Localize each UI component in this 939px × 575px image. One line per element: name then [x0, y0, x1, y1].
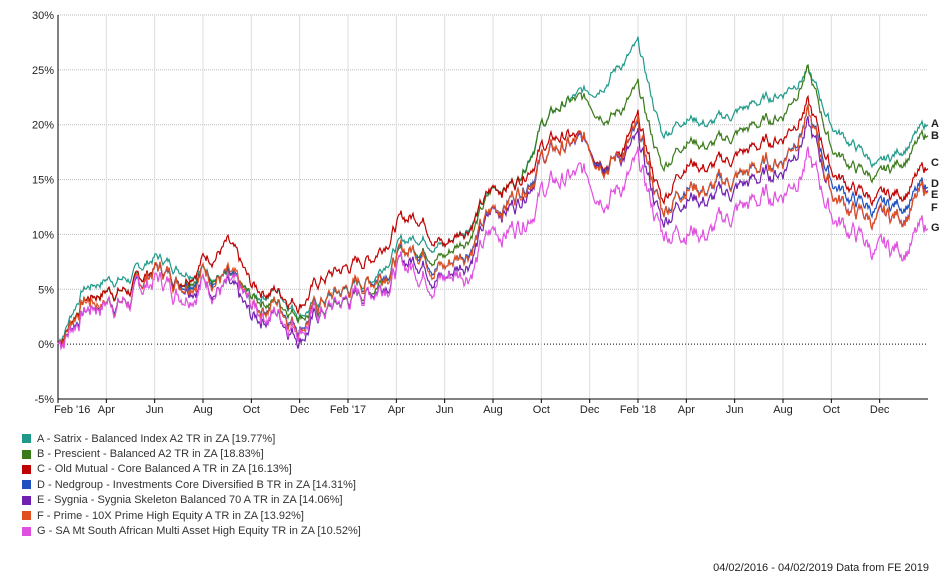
x-tick-label: Jun — [436, 404, 454, 416]
legend-item: D - Nedgroup - Investments Core Diversif… — [22, 477, 361, 492]
y-tick-label: 10% — [32, 229, 54, 241]
x-tick-label: Apr — [388, 404, 405, 416]
x-tick-label: Feb '18 — [620, 404, 656, 416]
legend-item: F - Prime - 10X Prime High Equity A TR i… — [22, 508, 361, 523]
legend-item: G - SA Mt South African Multi Asset High… — [22, 523, 361, 538]
footer-text: 04/02/2016 - 04/02/2019 Data from FE 201… — [713, 562, 929, 574]
y-tick-label: 30% — [32, 10, 54, 22]
legend-item: C - Old Mutual - Core Balanced A TR in Z… — [22, 462, 361, 477]
legend-item: E - Sygnia - Sygnia Skeleton Balanced 70… — [22, 493, 361, 508]
x-tick-label: Aug — [193, 404, 213, 416]
legend-item: A - Satrix - Balanced Index A2 TR in ZA … — [22, 431, 361, 446]
x-tick-label: Oct — [243, 404, 260, 416]
end-label-d: D — [931, 178, 939, 190]
end-label-c: C — [931, 157, 939, 169]
legend-label: G - SA Mt South African Multi Asset High… — [37, 525, 361, 538]
x-tick-label: Dec — [870, 404, 890, 416]
legend-label: F - Prime - 10X Prime High Equity A TR i… — [37, 509, 304, 522]
x-tick-label: Dec — [580, 404, 600, 416]
y-tick-label: 5% — [38, 284, 54, 296]
legend-label: D - Nedgroup - Investments Core Diversif… — [37, 478, 356, 491]
legend-swatch — [22, 511, 31, 521]
y-tick-label: 25% — [32, 65, 54, 77]
legend-label: C - Old Mutual - Core Balanced A TR in Z… — [37, 463, 292, 476]
series-line-c — [57, 94, 929, 347]
end-label-f: F — [931, 202, 938, 214]
x-tick-label: Jun — [146, 404, 164, 416]
legend-label: E - Sygnia - Sygnia Skeleton Balanced 70… — [37, 494, 343, 507]
end-label-e: E — [931, 189, 938, 201]
x-tick-label: Apr — [678, 404, 695, 416]
end-label-g: G — [931, 222, 939, 234]
y-tick-label: 20% — [32, 120, 54, 132]
legend-swatch — [22, 480, 31, 490]
x-tick-label: Feb '17 — [330, 404, 366, 416]
legend-swatch — [22, 449, 31, 459]
legend-swatch — [22, 495, 31, 505]
series-line-g — [57, 146, 929, 351]
x-tick-label: Aug — [773, 404, 793, 416]
x-tick-label: Dec — [290, 404, 310, 416]
legend-swatch — [22, 464, 31, 474]
x-tick-label: Apr — [98, 404, 115, 416]
legend-swatch — [22, 434, 31, 444]
line-chart: -5% 0% 5% 10% 15% 20% 25% 30% Feb '16 Apr Jun Aug Oc… — [32, 10, 939, 416]
legend-item: B - Prescient - Balanced A2 TR in ZA [18… — [22, 446, 361, 461]
x-tick-label: Oct — [823, 404, 840, 416]
legend-swatch — [22, 526, 31, 536]
legend-label: A - Satrix - Balanced Index A2 TR in ZA … — [37, 432, 276, 445]
y-tick-label: 0% — [38, 339, 54, 351]
x-tick-label: Jun — [726, 404, 744, 416]
x-tick-label: Feb '16 — [54, 404, 90, 416]
series-line-f — [57, 104, 929, 349]
end-label-b: B — [931, 130, 939, 142]
end-label-a: A — [931, 118, 939, 130]
y-tick-label: 15% — [32, 175, 54, 187]
y-tick-label: -5% — [34, 394, 54, 406]
x-tick-label: Aug — [483, 404, 503, 416]
x-tick-label: Oct — [533, 404, 550, 416]
legend-label: B - Prescient - Balanced A2 TR in ZA [18… — [37, 448, 264, 461]
legend: A - Satrix - Balanced Index A2 TR in ZA … — [22, 431, 361, 539]
